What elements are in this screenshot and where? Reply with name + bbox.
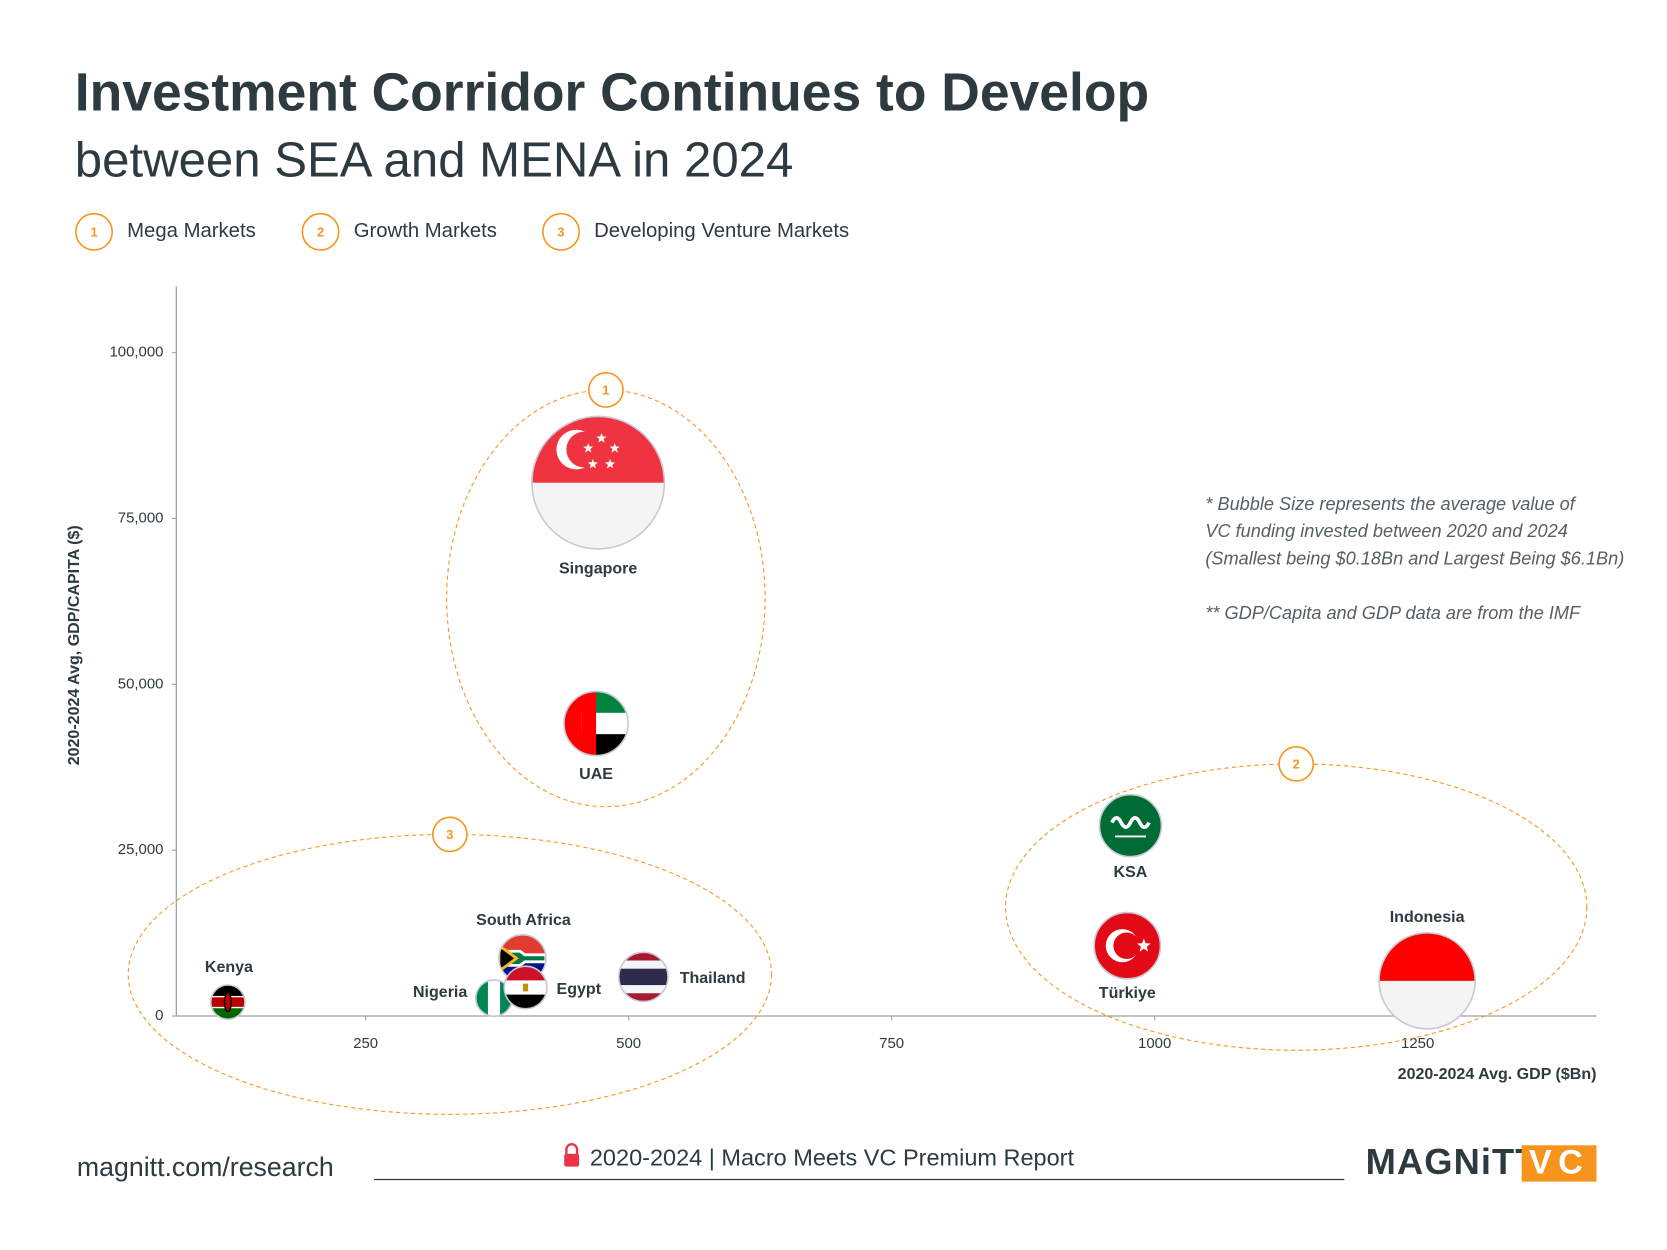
flag-part	[531, 482, 665, 549]
bubble-label: Türkiye	[1099, 984, 1156, 1002]
flag-part	[618, 985, 668, 994]
bubble-label: South Africa	[476, 911, 572, 929]
y-tick-label: 75,000	[118, 509, 164, 526]
x-tick-label: 250	[353, 1035, 378, 1052]
bubble	[1378, 932, 1476, 1030]
legend-number: 1	[90, 224, 97, 239]
bubble	[503, 965, 548, 1010]
group-number: 3	[446, 827, 453, 842]
chart-subtitle: between SEA and MENA in 2024	[75, 133, 794, 187]
bubble-label: KSA	[1114, 863, 1148, 881]
group-outline	[1005, 763, 1588, 1051]
flag-part	[223, 992, 232, 1013]
legend-marker	[75, 212, 114, 251]
x-tick-label: 750	[879, 1035, 904, 1052]
bubble	[209, 984, 246, 1020]
flag-part	[1113, 932, 1140, 959]
flag-part	[1379, 932, 1476, 982]
bubble-label: Egypt	[557, 980, 602, 998]
group-number: 1	[602, 382, 609, 397]
flag-part	[566, 431, 603, 468]
legend-marker	[542, 212, 580, 251]
y-tick-label: 100,000	[109, 344, 163, 361]
flag-part	[498, 942, 519, 975]
flag-star	[583, 442, 594, 453]
flag-part	[1379, 980, 1476, 1029]
legend-number: 3	[557, 224, 564, 239]
logo-box	[1521, 1145, 1597, 1182]
bubble-label: UAE	[579, 765, 613, 783]
legend-label: Mega Markets	[127, 220, 256, 242]
flag	[210, 985, 245, 1020]
bubble	[618, 951, 669, 1003]
note: ** GDP/Capita and GDP data are from the …	[1205, 603, 1581, 623]
flag	[1094, 912, 1161, 979]
flag-part	[618, 993, 668, 1002]
flag	[1099, 794, 1162, 857]
chart-title: Investment Corridor Continues to Develop	[75, 63, 1149, 122]
x-tick-label: 1000	[1138, 1035, 1171, 1052]
flag-part	[618, 960, 668, 970]
y-tick-label: 25,000	[118, 841, 164, 858]
note: VC funding invested between 2020 and 202…	[1205, 521, 1567, 541]
y-tick-label: 0	[155, 1007, 163, 1024]
flag-part	[581, 691, 597, 756]
flag-part	[523, 983, 529, 992]
footer-report: 2020-2024 | Macro Meets VC Premium Repor…	[590, 1144, 1075, 1170]
x-tick-label: 1250	[1401, 1035, 1434, 1052]
legend-label: Growth Markets	[354, 220, 497, 242]
y-tick-label: 50,000	[118, 675, 164, 692]
group-marker	[587, 372, 624, 408]
logo: MAGNiTT	[1366, 1141, 1539, 1182]
flag	[618, 952, 668, 1002]
bubble	[531, 415, 666, 550]
x-tick-label: 500	[616, 1035, 641, 1052]
note: * Bubble Size represents the average val…	[1205, 494, 1576, 514]
x-axis-title: 2020-2024 Avg. GDP ($Bn)	[1398, 1065, 1597, 1083]
logo-suffix: VC	[1529, 1144, 1589, 1182]
flag-part	[618, 952, 668, 962]
legend-label: Developing Venture Markets	[594, 220, 849, 242]
flag-star	[596, 433, 607, 443]
lock-icon	[564, 1143, 580, 1167]
group-marker	[1278, 745, 1315, 782]
bubble	[1098, 793, 1163, 858]
flag-part	[210, 985, 245, 997]
bubble-label: Kenya	[205, 958, 254, 976]
bubble	[563, 690, 629, 757]
flag-part	[487, 979, 501, 1017]
flag-star	[587, 458, 598, 469]
group-marker	[431, 816, 468, 853]
footer-url: magnitt.com/research	[77, 1152, 334, 1182]
legend-number: 2	[317, 224, 324, 239]
flag-star	[605, 458, 616, 469]
bubble	[1093, 911, 1162, 980]
bubble-label: Singapore	[559, 559, 637, 577]
flag-part	[210, 1007, 245, 1020]
flag-star	[609, 442, 620, 453]
bubble-label: Indonesia	[1390, 908, 1466, 926]
flag-star	[1136, 938, 1151, 952]
flag-part	[618, 968, 668, 986]
group-number: 2	[1293, 756, 1300, 771]
y-axis-title: 2020-2024 Avg, GDP/CAPITA ($)	[65, 525, 83, 765]
note: (Smallest being $0.18Bn and Largest Bein…	[1205, 549, 1624, 569]
flag-part	[1110, 816, 1151, 829]
bubble-label: Thailand	[680, 969, 746, 987]
bubble-label: Nigeria	[413, 983, 468, 1001]
legend-marker	[301, 212, 340, 251]
